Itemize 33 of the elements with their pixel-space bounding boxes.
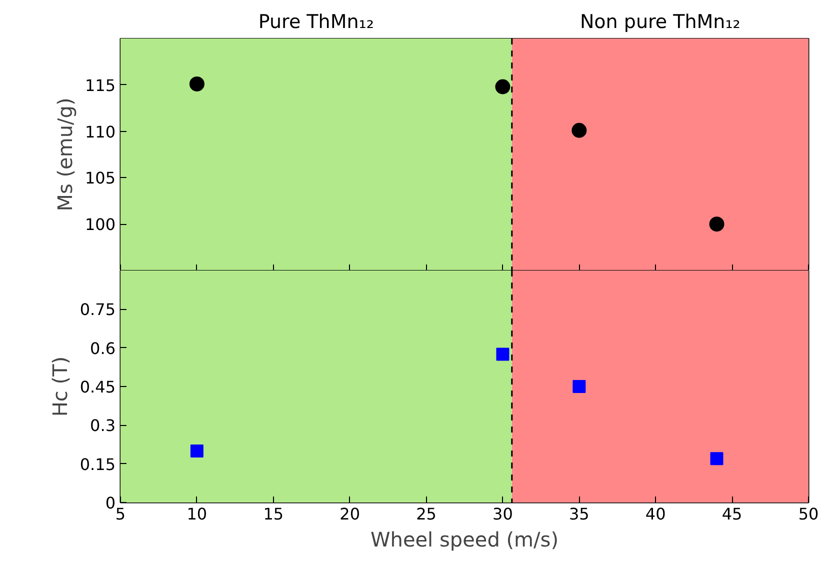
point xyxy=(496,348,510,361)
y-tick-label: 0.15 xyxy=(80,454,116,474)
band-label: Non pure ThMn₁₂ xyxy=(580,10,740,33)
y-tick-label: 0 xyxy=(105,494,116,512)
y-tick-label: 115 xyxy=(84,76,116,95)
x-axis-title: Wheel speed (m/s) xyxy=(370,528,558,552)
x-tick-label: 40 xyxy=(645,504,666,524)
point xyxy=(189,76,204,92)
x-tick-label: 15 xyxy=(263,504,284,524)
y-tick-label: 100 xyxy=(84,215,116,234)
y-axis-title: Ms (emu/g) xyxy=(52,98,77,212)
x-tick-label: 50 xyxy=(798,504,819,524)
point xyxy=(190,444,204,458)
x-tick-label: 30 xyxy=(492,504,513,524)
y-axis-title: Hc (T) xyxy=(48,356,72,417)
y-tick-label: 110 xyxy=(84,122,116,142)
point xyxy=(710,452,724,466)
y-tick-label: 0.45 xyxy=(80,378,116,396)
x-tick-label: 5 xyxy=(115,504,126,524)
point xyxy=(572,380,586,393)
point xyxy=(495,79,510,94)
y-tick-label: 105 xyxy=(84,168,116,188)
x-tick-label: 45 xyxy=(722,504,742,524)
x-tick-label: 10 xyxy=(186,504,208,524)
y-tick-label: 0.75 xyxy=(80,300,116,320)
y-tick-label: 0.3 xyxy=(90,416,116,436)
x-tick-label: 20 xyxy=(340,504,360,524)
point xyxy=(709,216,724,232)
band-label: Pure ThMn₁₂ xyxy=(258,10,374,33)
point xyxy=(572,122,587,138)
x-tick-label: 25 xyxy=(416,504,436,524)
x-tick-label: 35 xyxy=(568,504,590,524)
y-tick-label: 0.6 xyxy=(90,338,116,358)
